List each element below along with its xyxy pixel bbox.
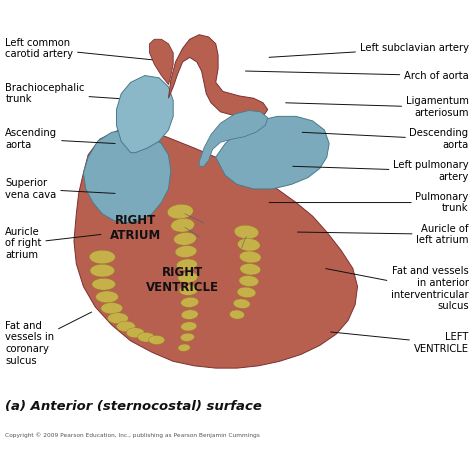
Ellipse shape <box>237 287 256 298</box>
Ellipse shape <box>180 333 194 341</box>
Text: Ligamentum
arteriosum: Ligamentum arteriosum <box>286 96 469 118</box>
Ellipse shape <box>233 299 250 308</box>
Text: (a) Anterior (sternocostal) surface: (a) Anterior (sternocostal) surface <box>5 400 262 413</box>
Text: Fat and
vessels in
coronary
sulcus: Fat and vessels in coronary sulcus <box>5 312 91 365</box>
Text: Fat and vessels
in anterior
interventricular
sulcus: Fat and vessels in anterior interventric… <box>326 266 469 311</box>
Text: Ascending
aorta: Ascending aorta <box>5 128 115 150</box>
Polygon shape <box>168 35 268 119</box>
Polygon shape <box>74 130 357 368</box>
Text: Arch of aorta: Arch of aorta <box>246 71 469 81</box>
Ellipse shape <box>149 335 164 344</box>
Ellipse shape <box>108 313 128 324</box>
Ellipse shape <box>167 204 193 219</box>
Text: Pulmonary
trunk: Pulmonary trunk <box>269 192 469 213</box>
Polygon shape <box>117 76 173 153</box>
Ellipse shape <box>179 285 198 295</box>
Ellipse shape <box>171 218 194 232</box>
Text: RIGHT
VENTRICLE: RIGHT VENTRICLE <box>146 266 219 293</box>
Ellipse shape <box>101 303 123 314</box>
Ellipse shape <box>229 310 245 319</box>
Text: LEFT
VENTRICLE: LEFT VENTRICLE <box>330 332 469 354</box>
Ellipse shape <box>178 272 198 283</box>
Ellipse shape <box>176 259 197 270</box>
Ellipse shape <box>181 310 198 319</box>
Text: RIGHT
ATRIUM: RIGHT ATRIUM <box>110 213 161 242</box>
Ellipse shape <box>240 263 261 275</box>
Text: Copyright © 2009 Pearson Education, Inc., publishing as Pearson Benjamin Cumming: Copyright © 2009 Pearson Education, Inc.… <box>5 432 260 438</box>
Ellipse shape <box>90 264 115 277</box>
Text: Auricle
of right
atrium: Auricle of right atrium <box>5 227 101 260</box>
Ellipse shape <box>127 328 145 338</box>
Ellipse shape <box>234 225 259 239</box>
Text: Left pulmonary
artery: Left pulmonary artery <box>293 160 469 182</box>
Ellipse shape <box>239 251 261 263</box>
Polygon shape <box>83 130 171 223</box>
Ellipse shape <box>181 322 197 331</box>
Text: Brachiocephalic
trunk: Brachiocephalic trunk <box>5 83 146 105</box>
Text: Auricle of
left atrium: Auricle of left atrium <box>298 223 469 245</box>
Ellipse shape <box>175 246 197 258</box>
Text: Left subclavian artery: Left subclavian artery <box>269 43 469 57</box>
Text: Superior
vena cava: Superior vena cava <box>5 178 115 200</box>
Ellipse shape <box>117 321 136 332</box>
Polygon shape <box>150 39 173 85</box>
Ellipse shape <box>239 276 259 287</box>
Ellipse shape <box>92 278 116 290</box>
Ellipse shape <box>89 250 115 264</box>
Polygon shape <box>199 111 268 166</box>
Text: Left common
carotid artery: Left common carotid artery <box>5 37 172 62</box>
Ellipse shape <box>138 333 155 342</box>
Polygon shape <box>216 116 329 189</box>
Ellipse shape <box>96 291 118 303</box>
Ellipse shape <box>173 233 196 245</box>
Ellipse shape <box>237 238 260 251</box>
Ellipse shape <box>181 297 199 308</box>
Text: Descending
aorta: Descending aorta <box>302 128 469 150</box>
Ellipse shape <box>178 344 190 351</box>
